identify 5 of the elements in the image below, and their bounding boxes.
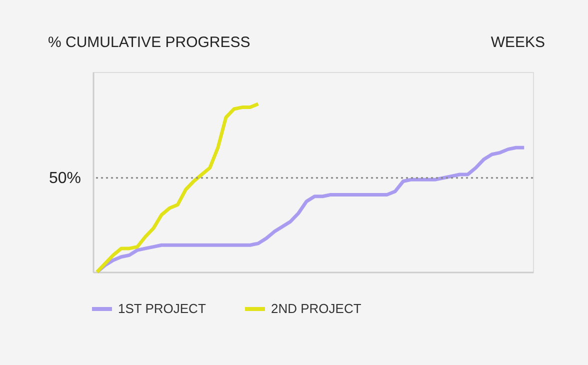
text: 50% [48, 170, 81, 187]
y-axis-title: % CUMULATIVE PROGRESS [48, 34, 250, 51]
legend-label: 2ND PROJECT [271, 301, 362, 316]
legend-label: 1ST PROJECT [118, 301, 206, 316]
x-axis-title: WEEKS [490, 34, 545, 51]
